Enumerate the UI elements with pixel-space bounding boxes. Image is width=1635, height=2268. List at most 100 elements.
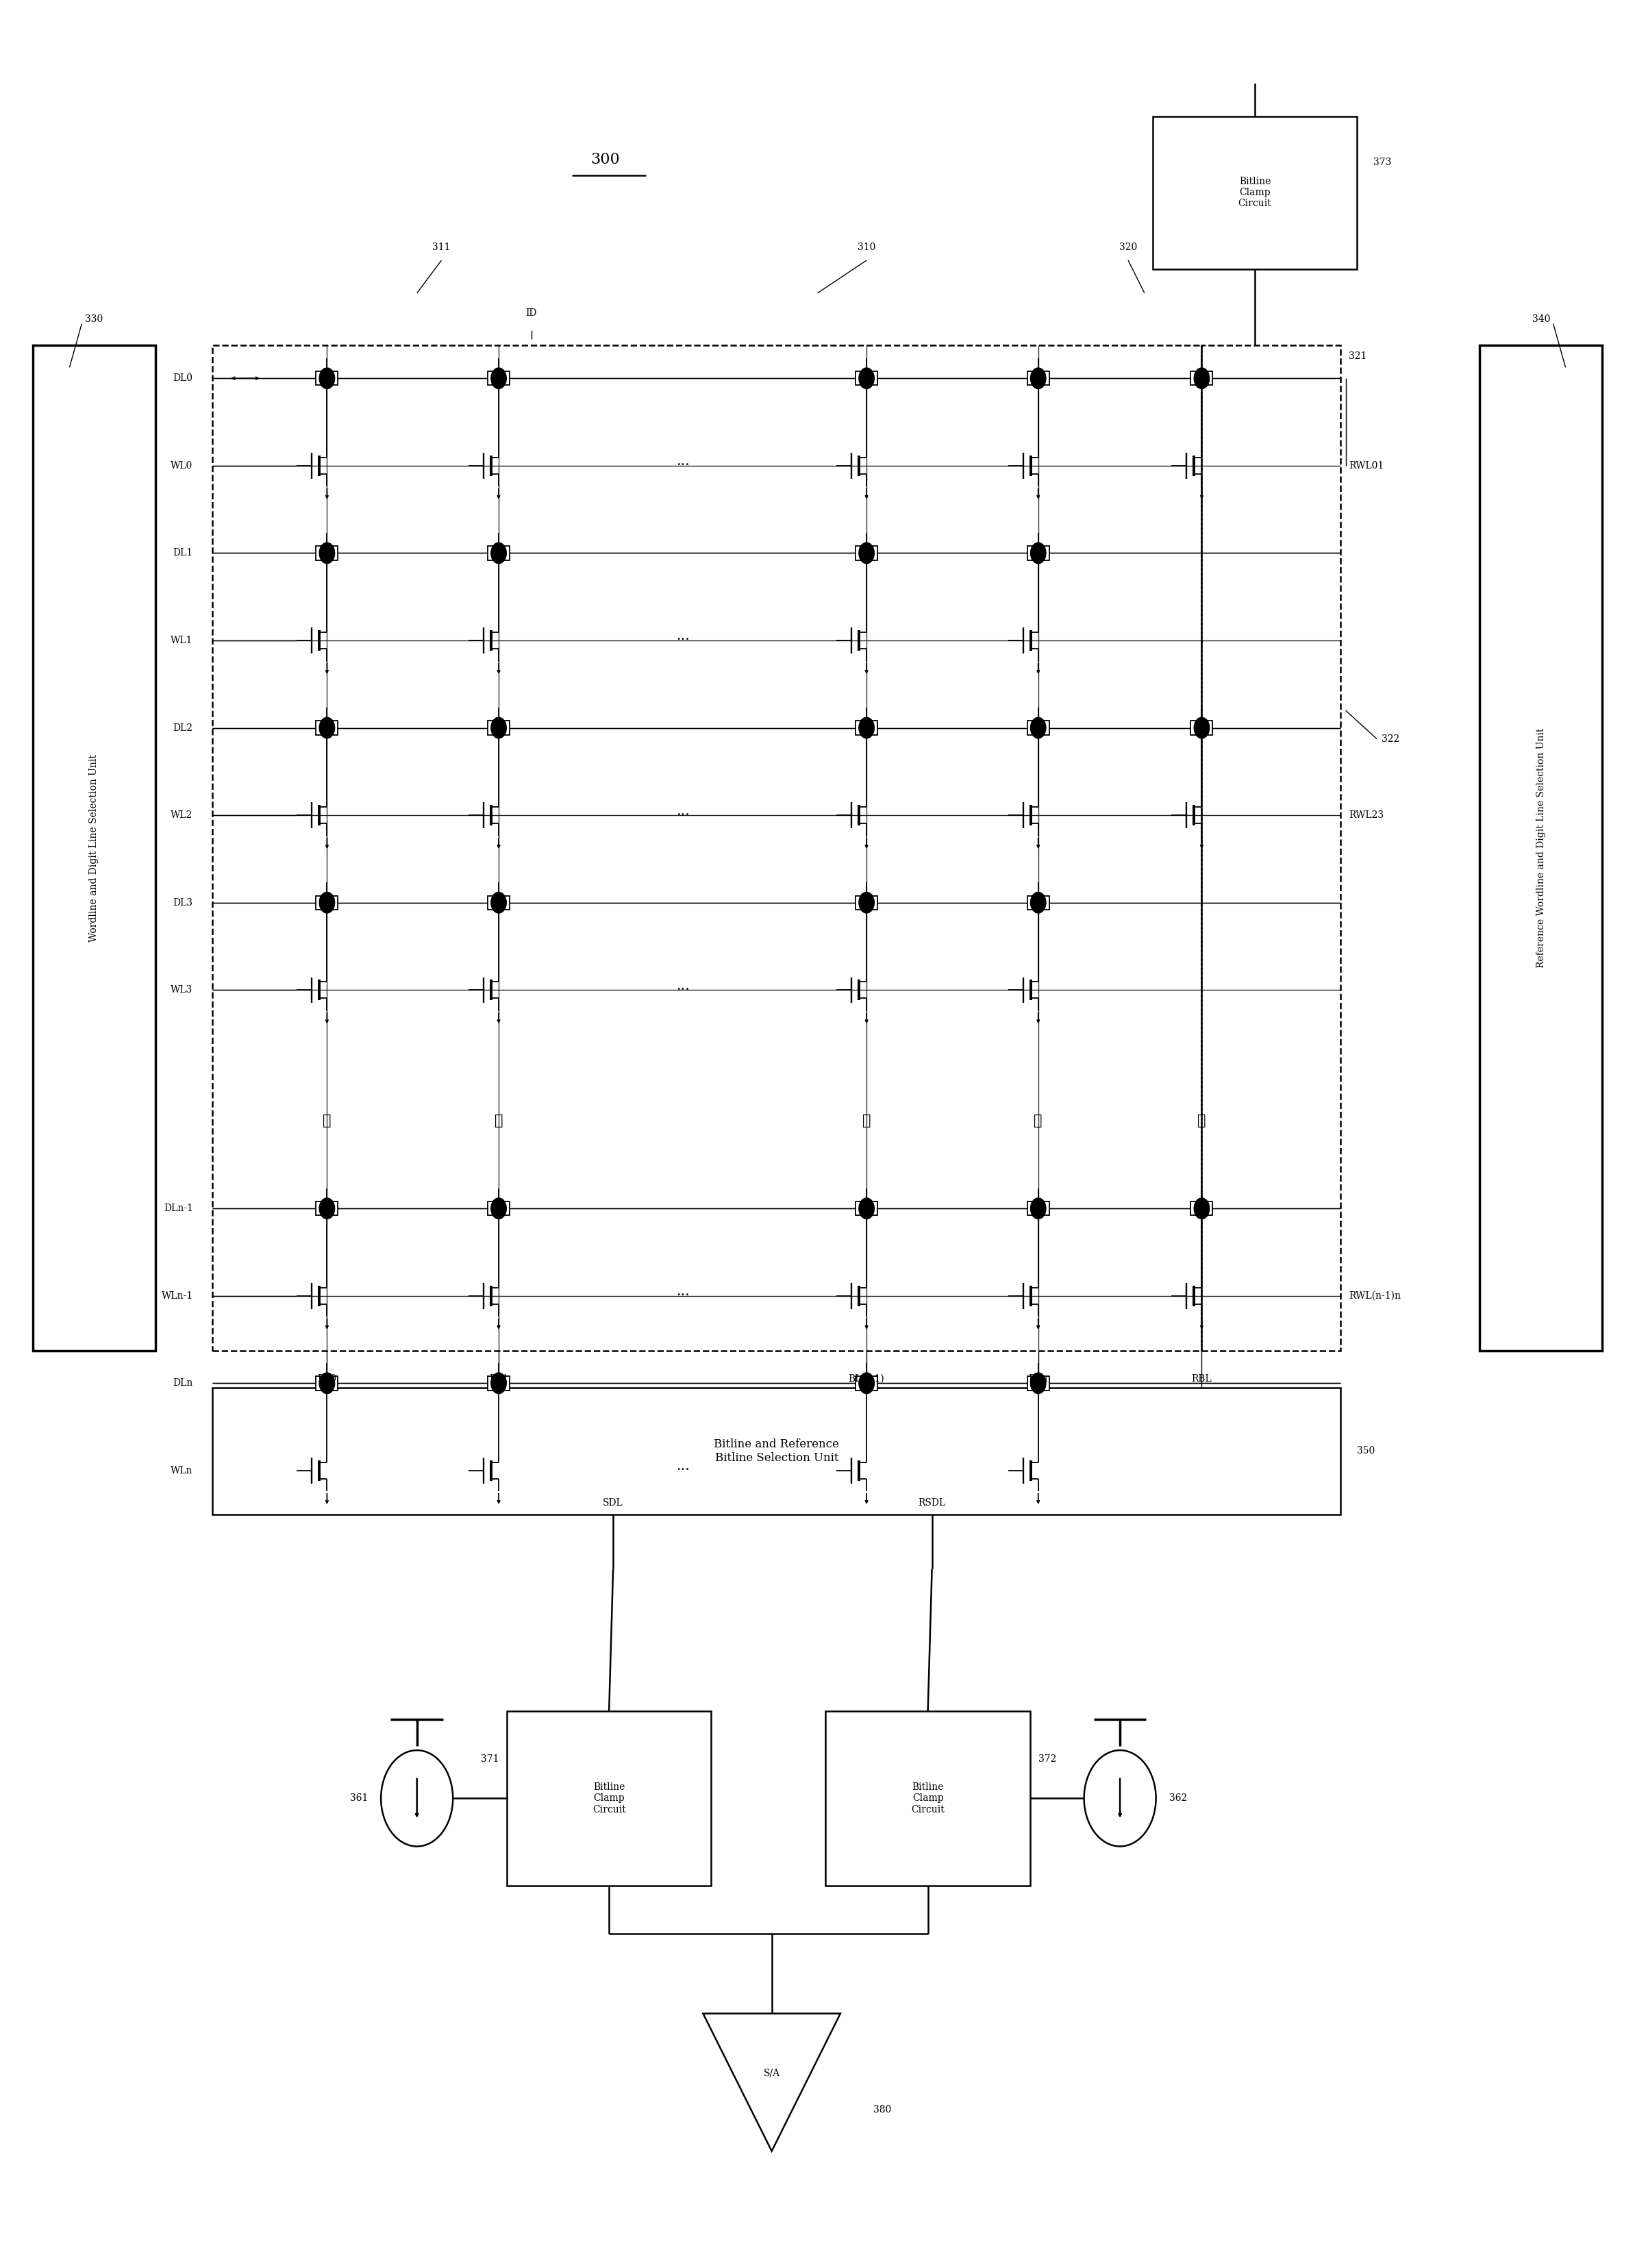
Bar bbox=[855, 721, 878, 735]
Text: Bitline and Reference
Bitline Selection Unit: Bitline and Reference Bitline Selection … bbox=[714, 1438, 839, 1463]
Text: ⋮: ⋮ bbox=[862, 1114, 871, 1127]
Bar bbox=[1202, 345, 1341, 1349]
Text: Bitline
Clamp
Circuit: Bitline Clamp Circuit bbox=[1238, 177, 1272, 209]
Circle shape bbox=[858, 717, 875, 739]
Circle shape bbox=[319, 891, 335, 914]
Polygon shape bbox=[703, 2014, 840, 2150]
Text: 362: 362 bbox=[1169, 1794, 1187, 1803]
Bar bbox=[1190, 1202, 1213, 1216]
Text: 322: 322 bbox=[1382, 735, 1400, 744]
Text: ···: ··· bbox=[675, 635, 690, 646]
Text: DL1: DL1 bbox=[173, 549, 193, 558]
Text: 311: 311 bbox=[432, 243, 451, 252]
Text: BL1: BL1 bbox=[489, 1374, 508, 1383]
Text: RWL01: RWL01 bbox=[1349, 460, 1383, 469]
Text: 340: 340 bbox=[1532, 315, 1550, 324]
Circle shape bbox=[381, 1751, 453, 1846]
Text: Bitline
Clamp
Circuit: Bitline Clamp Circuit bbox=[592, 1783, 626, 1814]
Text: DL2: DL2 bbox=[173, 723, 193, 733]
Text: SDL: SDL bbox=[603, 1499, 623, 1508]
Text: 330: 330 bbox=[85, 315, 103, 324]
Text: 321: 321 bbox=[1349, 352, 1367, 361]
Text: ···: ··· bbox=[675, 458, 690, 472]
Text: 371: 371 bbox=[481, 1753, 499, 1765]
Circle shape bbox=[1218, 0, 1292, 66]
Circle shape bbox=[1030, 891, 1046, 914]
Circle shape bbox=[491, 1198, 507, 1220]
Text: 373: 373 bbox=[1373, 156, 1391, 168]
Circle shape bbox=[858, 1372, 875, 1395]
Circle shape bbox=[1030, 367, 1046, 390]
Text: DL0: DL0 bbox=[173, 374, 193, 383]
Text: 350: 350 bbox=[1357, 1447, 1375, 1456]
Bar bbox=[213, 1388, 1341, 1515]
Bar bbox=[1027, 1202, 1050, 1216]
Bar bbox=[1027, 547, 1050, 560]
Text: ⋮: ⋮ bbox=[322, 1114, 332, 1127]
Bar bbox=[316, 372, 338, 386]
Circle shape bbox=[491, 717, 507, 739]
Text: ID: ID bbox=[526, 308, 536, 318]
Text: RSDL: RSDL bbox=[919, 1499, 945, 1508]
Circle shape bbox=[1084, 1751, 1156, 1846]
Text: 320: 320 bbox=[1120, 243, 1136, 252]
Bar bbox=[316, 1377, 338, 1390]
Text: BLn: BLn bbox=[1028, 1374, 1048, 1383]
Text: BL0: BL0 bbox=[317, 1374, 337, 1383]
Text: WLn: WLn bbox=[170, 1465, 193, 1476]
Bar bbox=[487, 1202, 510, 1216]
Bar bbox=[1027, 372, 1050, 386]
Bar bbox=[1190, 721, 1213, 735]
Circle shape bbox=[491, 1372, 507, 1395]
Circle shape bbox=[319, 542, 335, 565]
Circle shape bbox=[858, 1198, 875, 1220]
Circle shape bbox=[491, 542, 507, 565]
Circle shape bbox=[1194, 1198, 1210, 1220]
Text: 300: 300 bbox=[590, 152, 620, 168]
Bar bbox=[316, 547, 338, 560]
Text: 310: 310 bbox=[857, 243, 876, 252]
Circle shape bbox=[491, 891, 507, 914]
Circle shape bbox=[319, 1372, 335, 1395]
Text: RWL23: RWL23 bbox=[1349, 810, 1383, 821]
Text: ···: ··· bbox=[675, 1288, 690, 1302]
Bar bbox=[1027, 1377, 1050, 1390]
Text: WL1: WL1 bbox=[170, 635, 193, 646]
Bar bbox=[487, 896, 510, 909]
Circle shape bbox=[319, 717, 335, 739]
Bar bbox=[487, 1377, 510, 1390]
Bar bbox=[855, 372, 878, 386]
Bar bbox=[1153, 116, 1357, 270]
Text: WL0: WL0 bbox=[170, 460, 193, 469]
Bar bbox=[855, 547, 878, 560]
Bar bbox=[855, 1202, 878, 1216]
Text: ···: ··· bbox=[675, 1465, 690, 1476]
Text: ⋮: ⋮ bbox=[1197, 1114, 1207, 1127]
Text: DL3: DL3 bbox=[173, 898, 193, 907]
Text: 361: 361 bbox=[350, 1794, 368, 1803]
Text: WL2: WL2 bbox=[170, 810, 193, 821]
Text: Bitline
Clamp
Circuit: Bitline Clamp Circuit bbox=[911, 1783, 945, 1814]
Text: S/A: S/A bbox=[764, 2068, 780, 2077]
Circle shape bbox=[319, 367, 335, 390]
Bar bbox=[1027, 721, 1050, 735]
Circle shape bbox=[858, 367, 875, 390]
Circle shape bbox=[319, 1198, 335, 1220]
Circle shape bbox=[491, 367, 507, 390]
Circle shape bbox=[858, 542, 875, 565]
Text: DLn: DLn bbox=[173, 1379, 193, 1388]
Text: Wordline and Digit Line Selection Unit: Wordline and Digit Line Selection Unit bbox=[90, 755, 98, 941]
Text: WLn-1: WLn-1 bbox=[162, 1290, 193, 1300]
Bar bbox=[1027, 896, 1050, 909]
Circle shape bbox=[1194, 717, 1210, 739]
Bar bbox=[826, 1710, 1030, 1885]
Bar bbox=[213, 345, 1202, 1349]
Bar bbox=[316, 896, 338, 909]
Text: WL3: WL3 bbox=[170, 984, 193, 996]
Bar bbox=[33, 345, 155, 1349]
Bar bbox=[855, 896, 878, 909]
Bar bbox=[507, 1710, 711, 1885]
Bar bbox=[316, 721, 338, 735]
Circle shape bbox=[1194, 367, 1210, 390]
Text: ⋮: ⋮ bbox=[494, 1114, 504, 1127]
